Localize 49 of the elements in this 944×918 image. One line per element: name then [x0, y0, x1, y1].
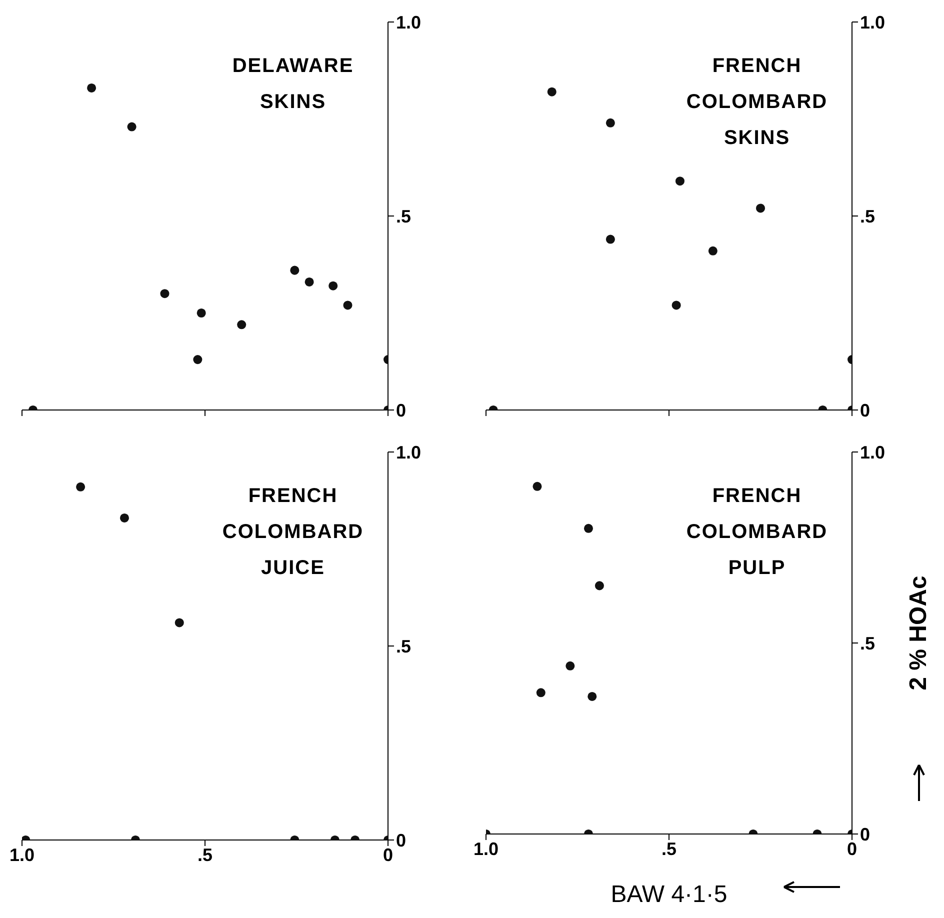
- point: [127, 122, 136, 132]
- x-tick-label: 1.0: [9, 844, 35, 865]
- point: [343, 300, 352, 310]
- y-tick-label: 1.0: [396, 12, 422, 32]
- point: [606, 234, 615, 244]
- y-axis-title: 2 % HOAc: [904, 574, 933, 692]
- point: [588, 692, 597, 701]
- y-tick-label: 0: [860, 400, 870, 420]
- point: [304, 277, 314, 286]
- x-tick-label: 1.0: [473, 838, 499, 859]
- y-tick-label: .5: [396, 206, 412, 226]
- y-tick-label: 0: [396, 400, 406, 420]
- point: [566, 661, 575, 670]
- y-tick-label: 1.0: [860, 12, 886, 32]
- text: FRENCH COLOMBARD JUICE: [221, 484, 365, 581]
- point: [594, 581, 604, 590]
- point: [708, 246, 718, 256]
- y-tick-label: .5: [396, 636, 412, 656]
- point: [237, 320, 246, 330]
- y-tick-label: .5: [860, 633, 876, 654]
- y-tick-label: 1.0: [396, 442, 422, 462]
- y-tick-label: 0: [860, 824, 870, 844]
- point: [672, 300, 681, 310]
- point: [547, 87, 556, 96]
- point: [584, 524, 593, 533]
- point: [76, 482, 86, 492]
- point: [536, 688, 546, 698]
- x-tick-label: .5: [661, 838, 677, 859]
- point: [606, 118, 615, 128]
- point: [328, 281, 338, 290]
- point: [87, 83, 96, 92]
- x-tick-label: .5: [197, 844, 213, 865]
- text: FRENCH COLOMBARD SKINS: [685, 54, 829, 151]
- text: FRENCH COLOMBARD PULP: [685, 484, 829, 581]
- x-axis-title: BAW 4·1·5: [610, 881, 728, 908]
- point: [532, 482, 542, 491]
- point: [756, 204, 766, 213]
- x-tick-label: 0: [846, 838, 858, 859]
- text: DELAWARE SKINS: [231, 54, 355, 115]
- point: [120, 513, 129, 522]
- point: [160, 289, 170, 298]
- point: [193, 355, 202, 364]
- point: [174, 618, 184, 628]
- x-tick-label: 0: [382, 844, 394, 865]
- point: [675, 176, 684, 186]
- point: [196, 308, 206, 318]
- point: [290, 266, 300, 275]
- y-tick-label: .5: [860, 206, 876, 226]
- y-tick-label: 1.0: [860, 442, 886, 462]
